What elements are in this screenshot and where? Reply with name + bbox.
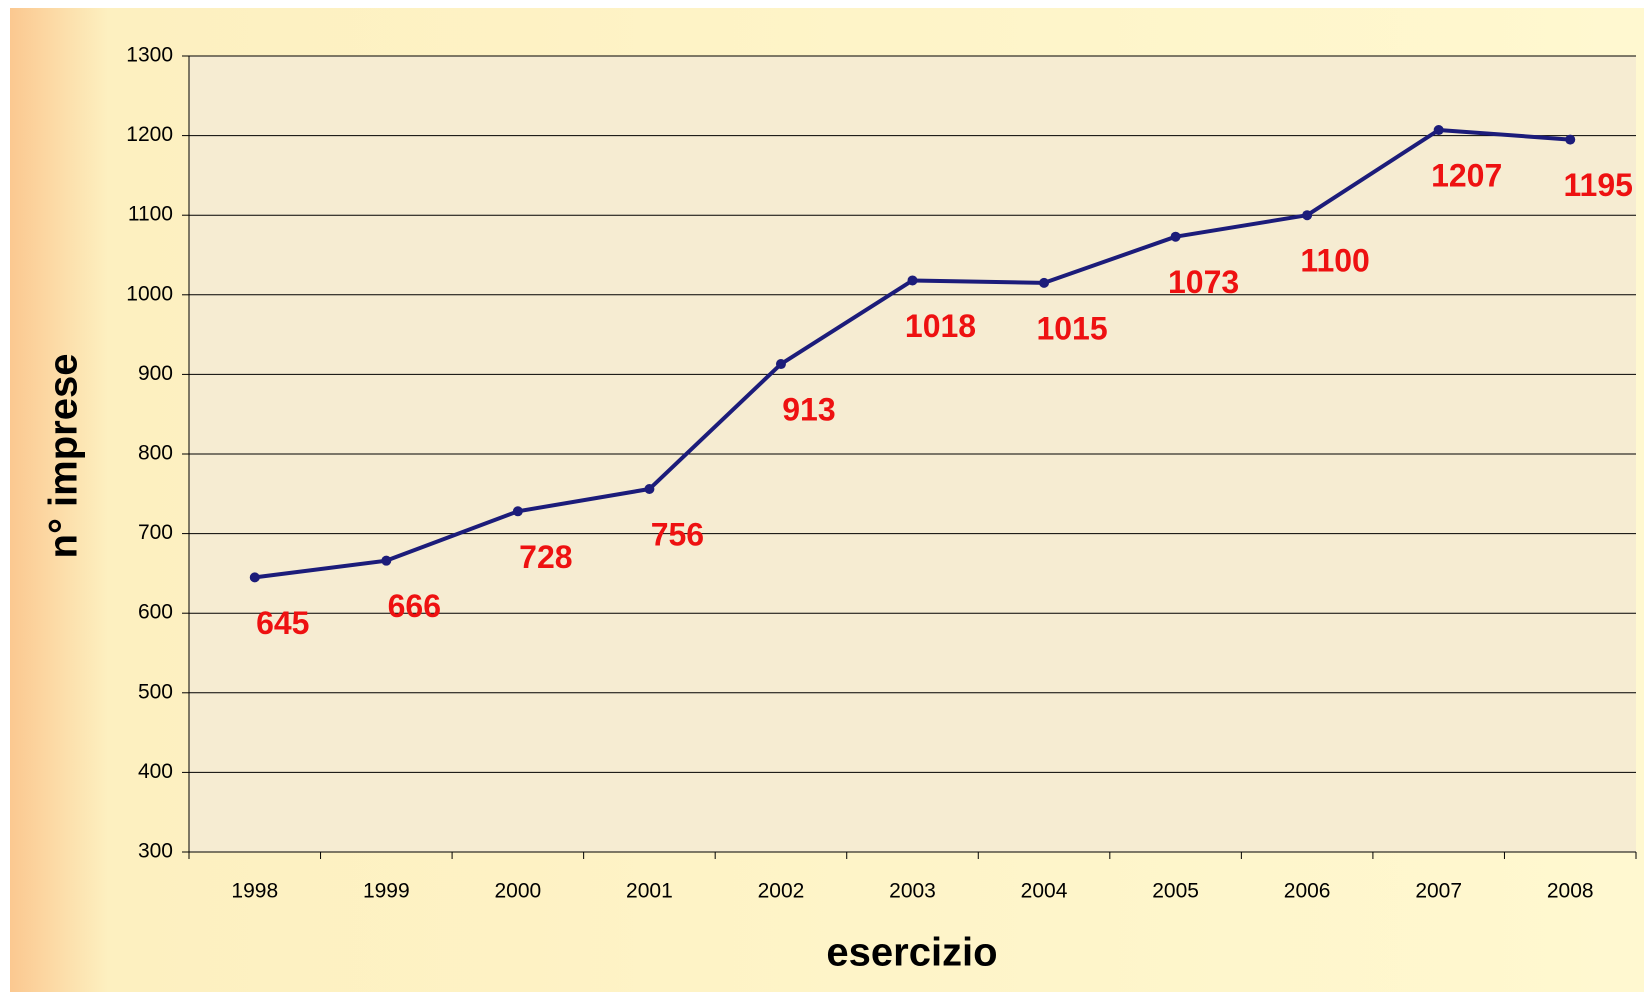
y-tick-label: 1300: [126, 44, 173, 67]
x-tick-label: 2000: [495, 880, 542, 903]
x-tick-label: 2008: [1547, 880, 1594, 903]
y-tick-label: 600: [138, 601, 173, 624]
data-point: [1565, 134, 1576, 145]
y-tick-label: 1200: [126, 123, 173, 146]
x-tick-label: 1999: [363, 880, 410, 903]
x-tick-label: 2001: [626, 880, 673, 903]
x-axis-title: esercizio: [826, 931, 997, 975]
x-tick-label: 2007: [1415, 880, 1462, 903]
y-tick-label: 300: [138, 840, 173, 863]
data-label: 645: [256, 605, 309, 641]
data-point: [775, 359, 786, 370]
y-tick-label: 1000: [126, 282, 173, 305]
y-tick-label: 500: [138, 680, 173, 703]
data-point: [644, 484, 655, 495]
data-point: [381, 555, 392, 566]
data-label: 666: [388, 588, 441, 624]
y-tick-label: 900: [138, 362, 173, 385]
data-point: [1170, 231, 1181, 242]
data-label: 1073: [1168, 264, 1239, 300]
data-label: 1195: [1564, 167, 1633, 203]
data-point: [1039, 277, 1050, 288]
data-label: 1100: [1300, 243, 1369, 279]
data-point: [1433, 125, 1444, 136]
y-tick-label: 800: [138, 442, 173, 465]
x-tick-label: 2004: [1021, 880, 1068, 903]
x-tick-label: 1998: [231, 880, 278, 903]
data-point: [249, 572, 260, 583]
y-axis-title: n° imprese: [42, 354, 86, 559]
data-label: 1207: [1431, 157, 1502, 193]
x-tick-label: 2002: [758, 880, 805, 903]
data-label: 1018: [905, 308, 976, 344]
y-tick-label: 400: [138, 760, 173, 783]
data-label: 913: [782, 392, 835, 428]
data-label: 728: [519, 539, 572, 575]
data-point: [512, 506, 523, 517]
x-tick-label: 2006: [1284, 880, 1331, 903]
x-tick-label: 2005: [1152, 880, 1199, 903]
data-point: [907, 275, 918, 286]
data-point: [1302, 210, 1313, 221]
y-tick-label: 1100: [128, 203, 173, 226]
data-label: 756: [651, 516, 704, 552]
x-tick-label: 2003: [889, 880, 936, 903]
data-label: 1015: [1036, 310, 1107, 346]
y-tick-label: 700: [138, 521, 173, 544]
